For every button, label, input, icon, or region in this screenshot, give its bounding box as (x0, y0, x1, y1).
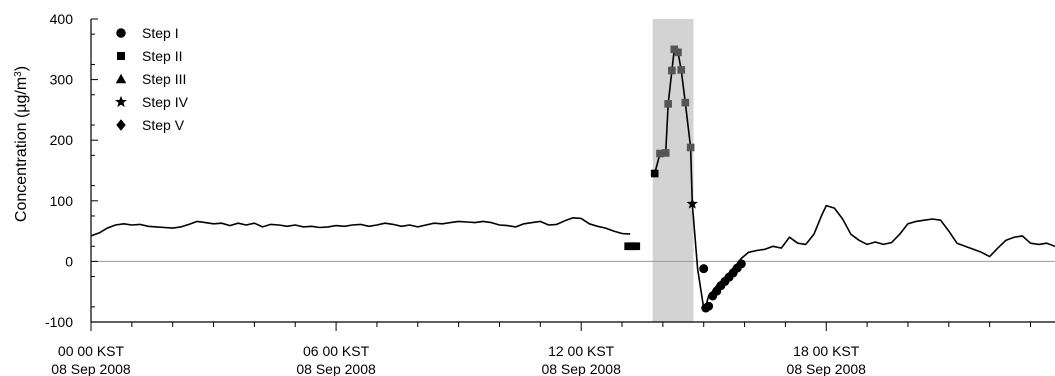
legend-label: Step III (142, 71, 186, 87)
data-point-star (686, 197, 698, 209)
y-tick-label: 400 (50, 11, 74, 27)
data-point-square (632, 242, 641, 251)
data-point-square (650, 169, 659, 178)
series-layer (90, 48, 1055, 309)
data-point-square (674, 48, 682, 57)
data-point-square (664, 100, 672, 108)
axes-layer (90, 19, 1055, 323)
y-tick-label: 100 (50, 193, 74, 209)
y-axis-label-superscript: 3 (13, 71, 24, 77)
x-tick-label: 12 00 KST (548, 343, 615, 359)
y-tick-label: 200 (50, 132, 74, 148)
y-tick-label: 300 (50, 72, 74, 88)
y-tick-label: -100 (45, 314, 73, 330)
y-axis-label-main: Concentration (µg/m (13, 77, 30, 222)
x-tick-label: 08 Sep 2008 (51, 361, 131, 376)
data-point-circle (704, 301, 714, 311)
x-tick-label: 08 Sep 2008 (787, 361, 867, 376)
x-tick-label: 08 Sep 2008 (296, 361, 376, 376)
legend: Step I Step II Step III Step IV Step V (115, 25, 189, 133)
data-point-circle (699, 264, 709, 274)
data-point-square (656, 149, 664, 158)
legend-label: Step V (142, 117, 185, 133)
data-point-square (681, 98, 690, 107)
legend-marker-diamond (116, 119, 126, 131)
markers-layer (624, 45, 746, 313)
series-line-event (653, 48, 1055, 309)
legend-marker-circle (116, 28, 126, 38)
data-point-square (661, 149, 670, 157)
ticks-layer: -100 0 100 200 300 400 00 00 KST 08 Sep 2008 06 … (45, 11, 1031, 376)
data-point-square (686, 143, 695, 152)
y-tick-label: 0 (65, 253, 73, 269)
x-tick-label: 18 00 KST (793, 343, 860, 359)
legend-marker-square (117, 52, 125, 60)
legend-marker-triangle (115, 73, 127, 84)
legend-label: Step I (142, 25, 179, 41)
y-axis-label-close: ) (13, 66, 30, 71)
data-point-square (677, 66, 686, 74)
x-tick-label: 00 00 KST (58, 343, 125, 359)
x-tick-label: 06 00 KST (303, 343, 370, 359)
legend-marker-star (115, 95, 127, 108)
series-line-background (90, 217, 631, 237)
data-point-square (668, 66, 676, 75)
y-axis-label: Concentration (µg/m3) (13, 66, 31, 222)
legend-label: Step II (142, 48, 182, 64)
data-point-circle (736, 259, 746, 269)
legend-label: Step IV (142, 94, 189, 110)
x-tick-label: 08 Sep 2008 (541, 361, 621, 376)
